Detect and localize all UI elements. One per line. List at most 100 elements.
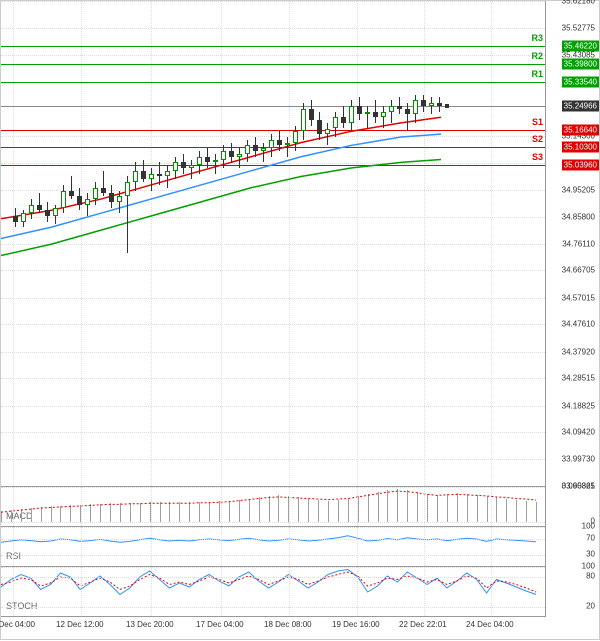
y-tick-label: 35.52775 — [562, 23, 595, 32]
price-badge: 35.46220 — [562, 41, 599, 52]
y-tick-label: 34.28515 — [562, 374, 595, 383]
price-badge: 35.33540 — [562, 76, 599, 87]
sr-line-s3 — [1, 165, 545, 166]
candle-body — [117, 196, 122, 202]
candle-body — [245, 145, 250, 153]
candle-body — [93, 188, 98, 199]
candle-body — [285, 143, 290, 146]
candle-body — [77, 196, 82, 204]
y-tick-label: 34.85800 — [562, 212, 595, 221]
x-tick-label: 22 Dec 22:01 — [399, 620, 447, 629]
x-tick-label: 13 Dec 20:00 — [126, 620, 174, 629]
y-tick-label: 34.76110 — [562, 239, 595, 248]
x-tick-label: 24 Dec 04:00 — [466, 620, 514, 629]
candle-body — [189, 165, 194, 168]
candle-body — [413, 100, 418, 114]
current-price-badge: 35.24966 — [562, 101, 599, 112]
candle-body — [365, 112, 370, 115]
candle-body — [181, 162, 186, 168]
y-tick-label: 34.09420 — [562, 428, 595, 437]
candle-body — [341, 117, 346, 123]
candle-body — [437, 103, 442, 106]
candle-wick — [287, 137, 288, 157]
candle-body — [309, 109, 314, 120]
sr-label-r1: R1 — [531, 69, 543, 79]
stoch-panel[interactable]: STOCH — [1, 566, 546, 616]
candle-body — [157, 174, 162, 177]
candle-body — [325, 129, 330, 135]
candle-body — [269, 140, 274, 148]
candle-body — [101, 188, 106, 194]
x-tick-label: 12 Dec 12:00 — [56, 620, 104, 629]
candle-body — [421, 100, 426, 106]
candle-body — [221, 151, 226, 159]
x-tick-label: 19 Dec 16:00 — [332, 620, 380, 629]
candle-wick — [87, 193, 88, 216]
y-axis-stoch: 1008020 — [544, 566, 599, 616]
price-badge: 35.16640 — [562, 124, 599, 135]
x-tick-label: 18 Dec 08:00 — [264, 620, 312, 629]
candle-body — [229, 151, 234, 157]
candle-body — [21, 213, 26, 221]
main-price-chart[interactable]: R3R2R1S1S2S3 — [1, 1, 546, 486]
y-tick-label: 34.95205 — [562, 186, 595, 195]
candle-body — [173, 162, 178, 170]
candle-wick — [407, 103, 408, 131]
y-tick-label: 34.37920 — [562, 347, 595, 356]
candle-wick — [383, 106, 384, 129]
candle-body — [53, 208, 58, 216]
sr-line-r2 — [1, 64, 545, 65]
candle-wick — [239, 148, 240, 168]
y-tick-label: 34.57015 — [562, 293, 595, 302]
sr-label-r3: R3 — [531, 33, 543, 43]
candle-body — [333, 117, 338, 128]
price-badge: 35.39800 — [562, 59, 599, 70]
candle-wick — [367, 106, 368, 129]
candle-body — [13, 216, 18, 222]
sr-line-r3 — [1, 46, 545, 47]
candle-body — [109, 193, 114, 201]
y-tick-label: 35.62180 — [562, 0, 595, 6]
candle-wick — [431, 97, 432, 114]
y-tick-label: 34.66705 — [562, 266, 595, 275]
candle-body — [405, 109, 410, 115]
candle-body — [357, 106, 362, 114]
candle-body — [253, 145, 258, 151]
candle-body — [213, 160, 218, 163]
candle-wick — [263, 143, 264, 163]
candle-wick — [327, 123, 328, 146]
sr-line-r1 — [1, 82, 545, 83]
candle-body — [141, 171, 146, 179]
candle-body — [373, 112, 378, 118]
candle-body — [165, 171, 170, 177]
macd-panel[interactable]: MACD — [1, 486, 546, 526]
sr-label-r2: R2 — [531, 51, 543, 61]
rsi-panel[interactable]: RSI — [1, 526, 546, 566]
x-tick-label: 17 Dec 04:00 — [196, 620, 244, 629]
candle-body — [301, 109, 306, 132]
candle-body — [261, 148, 266, 151]
candle-wick — [191, 160, 192, 180]
x-tick-label: 11 Dec 04:00 — [0, 620, 35, 629]
candle-body — [45, 210, 50, 216]
price-badge: 35.03960 — [562, 160, 599, 171]
chart-container: R3R2R1S1S2S3 35.6218035.5277535.4308535.… — [0, 0, 600, 640]
y-axis-rsi: 1007030 — [544, 526, 599, 566]
candle-body — [29, 205, 34, 213]
candle-body — [237, 154, 242, 157]
candle-body — [389, 106, 394, 112]
candle-body — [125, 182, 130, 196]
y-tick-label: 33.99730 — [562, 455, 595, 464]
candle-wick — [391, 100, 392, 123]
candle-body — [293, 131, 298, 142]
candle-body — [349, 106, 354, 123]
candle-body — [85, 199, 90, 205]
candle-body — [277, 140, 282, 146]
sr-line-s1 — [1, 130, 545, 131]
candle-body — [37, 205, 42, 211]
candle-body — [197, 157, 202, 165]
candle-wick — [167, 165, 168, 188]
y-tick-label: 34.47610 — [562, 320, 595, 329]
candle-body — [397, 106, 402, 109]
y-axis-macd: 0.0658610 — [544, 486, 599, 526]
